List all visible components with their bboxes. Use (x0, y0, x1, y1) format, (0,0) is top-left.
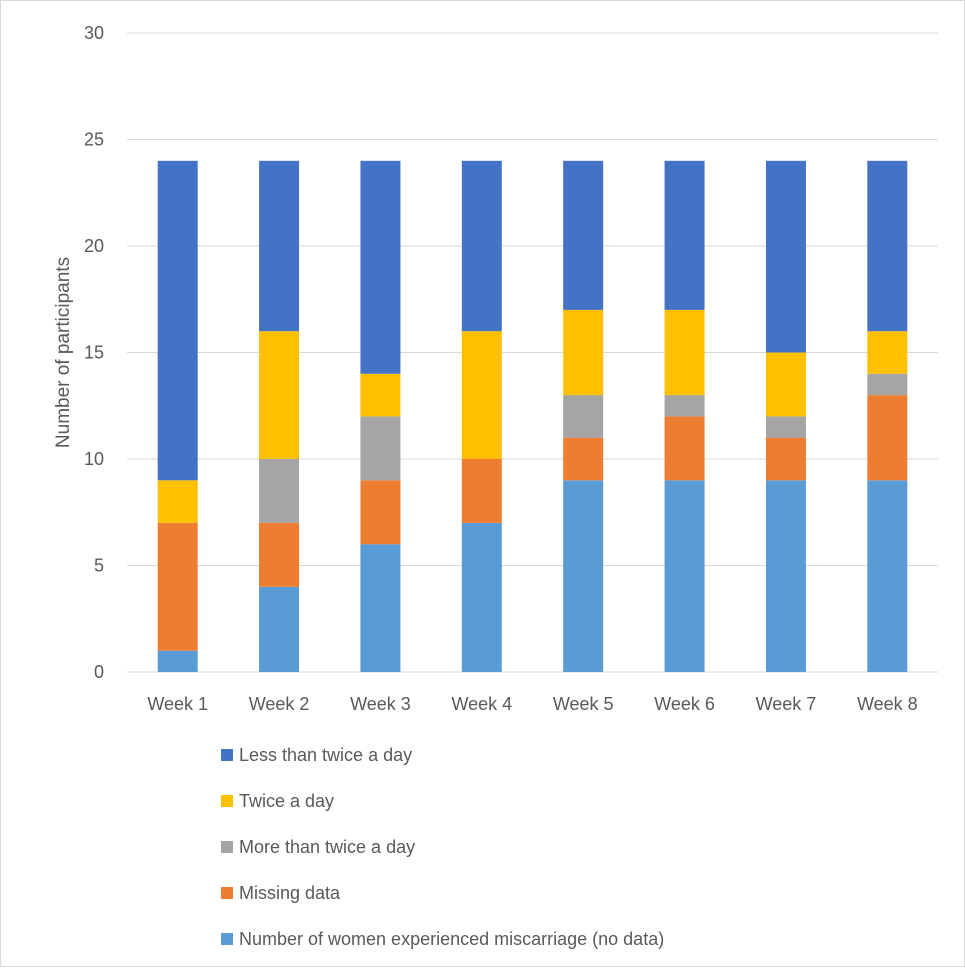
bar-segment (563, 480, 604, 672)
bar-segment (867, 160, 908, 332)
bar-segment (259, 586, 300, 672)
bars (157, 160, 908, 672)
x-tick-label: Week 8 (857, 694, 918, 714)
bar-segment (259, 522, 300, 587)
x-tick-label: Week 4 (451, 694, 512, 714)
bar-segment (461, 160, 502, 332)
bar-segment (259, 160, 300, 332)
bar-segment (664, 480, 705, 672)
bar-segment (563, 395, 604, 438)
bar-segment (563, 160, 604, 310)
bar-segment (867, 395, 908, 481)
y-tick-label: 15 (84, 343, 104, 363)
y-tick-label: 5 (94, 556, 104, 576)
legend-swatch (221, 749, 233, 761)
bar-segment (867, 373, 908, 396)
bar-segment (765, 416, 806, 438)
x-tick-label: Week 1 (147, 694, 208, 714)
bar-segment (360, 544, 401, 672)
legend-label: Missing data (239, 883, 341, 903)
bar-segment (765, 480, 806, 672)
legend-swatch (221, 795, 233, 807)
bar-segment (664, 309, 705, 396)
legend-label: Twice a day (239, 791, 334, 811)
x-tick-label: Week 3 (350, 694, 411, 714)
y-axis-ticks: 0 5 10 15 20 25 30 (84, 23, 104, 682)
bar-segment (360, 373, 401, 417)
bar-segment (259, 331, 300, 459)
bar-segment (664, 395, 705, 417)
bar-segment (765, 160, 806, 353)
bar-segment (461, 331, 502, 459)
x-tick-label: Week 5 (553, 694, 614, 714)
legend: Less than twice a day Twice a day More tha… (221, 745, 664, 949)
bar-segment (157, 160, 198, 481)
x-tick-label: Week 7 (756, 694, 817, 714)
bar-segment (157, 650, 198, 672)
bar-segment (360, 416, 401, 481)
y-axis-title: Number of participants (53, 257, 74, 448)
gridlines (127, 32, 938, 673)
bar-segment (461, 522, 502, 672)
legend-label: Less than twice a day (239, 745, 412, 765)
legend-swatch (221, 841, 233, 853)
legend-swatch (221, 887, 233, 899)
bar-segment (157, 522, 198, 651)
bar-segment (360, 160, 401, 374)
x-axis-ticks: Week 1 Week 2 Week 3 Week 4 Week 5 Week 6 Week… (147, 694, 917, 714)
bar-segment (563, 437, 604, 481)
bar-segment (259, 459, 300, 523)
y-tick-label: 10 (84, 449, 104, 469)
bar-segment (765, 352, 806, 417)
x-tick-label: Week 6 (654, 694, 715, 714)
bar-segment (461, 459, 502, 523)
y-tick-label: 30 (84, 23, 104, 43)
x-tick-label: Week 2 (249, 694, 310, 714)
bar-segment (563, 309, 604, 396)
legend-label: More than twice a day (239, 837, 415, 857)
bar-segment (664, 416, 705, 481)
bar-segment (765, 437, 806, 481)
bar-segment (664, 160, 705, 310)
y-tick-label: 0 (94, 662, 104, 682)
bar-segment (157, 480, 198, 523)
y-tick-label: 25 (84, 130, 104, 150)
bar-segment (360, 480, 401, 545)
legend-label: Number of women experienced miscarriage … (239, 929, 664, 949)
legend-swatch (221, 933, 233, 945)
y-tick-label: 20 (84, 236, 104, 256)
bar-segment (867, 480, 908, 672)
bar-segment (867, 331, 908, 374)
